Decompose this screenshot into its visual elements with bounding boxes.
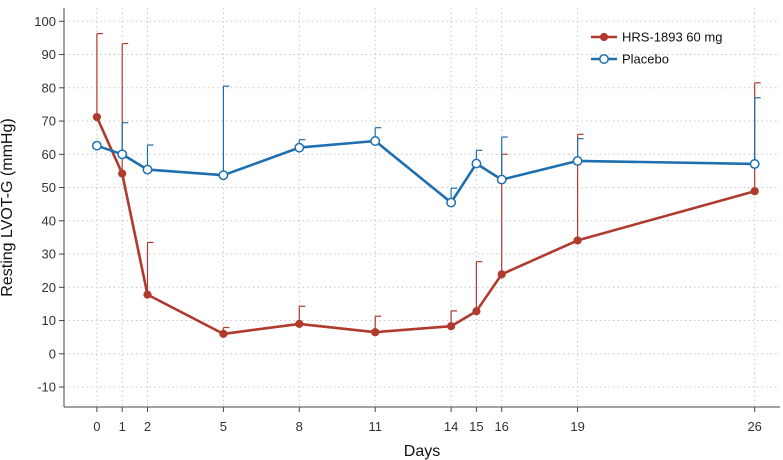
data-point-0	[295, 319, 304, 328]
data-point-1	[142, 164, 153, 175]
plot-axes	[59, 8, 780, 412]
x-tick-label: 26	[747, 419, 761, 434]
legend-marker-placebo	[599, 54, 609, 64]
data-point-0	[371, 328, 380, 337]
y-tick-label: 60	[42, 147, 56, 162]
error-bar-group	[121, 85, 761, 203]
y-tick-label: 10	[42, 313, 56, 328]
x-axis-title: Days	[404, 443, 440, 460]
data-point-0	[118, 169, 127, 178]
legend: HRS-1893 60 mg Placebo	[591, 30, 722, 67]
x-tick-label: 5	[220, 419, 227, 434]
y-tick-label: 70	[42, 114, 56, 129]
data-point-1	[370, 136, 381, 146]
legend-label-hrs: HRS-1893 60 mg	[622, 30, 722, 45]
y-tick-label: 50	[42, 180, 56, 195]
x-tick-label: 2	[144, 419, 151, 434]
data-point-1	[117, 149, 128, 160]
data-point-1	[91, 140, 102, 151]
data-point-0	[446, 322, 456, 331]
data-point-0	[750, 187, 759, 196]
x-tick-label: 0	[93, 419, 100, 434]
data-point-1	[294, 142, 305, 153]
data-point-1	[218, 170, 229, 181]
y-tick-label: 0	[49, 346, 56, 361]
data-point-0	[573, 236, 582, 245]
y-axis-title: Resting LVOT-G (mmHg)	[0, 118, 16, 296]
data-point-1	[572, 156, 583, 166]
data-point-0	[497, 270, 506, 279]
x-tick-label: 15	[469, 419, 483, 434]
data-point-0	[92, 112, 101, 122]
x-tick-label: 14	[444, 419, 458, 434]
series-line-1	[96, 139, 755, 204]
y-tick-label: 20	[42, 280, 56, 295]
series-line-0	[95, 116, 756, 336]
data-point-1	[471, 158, 482, 169]
data-point-0	[472, 307, 481, 316]
x-tick-label: 8	[296, 419, 303, 434]
y-tick-label: -10	[37, 380, 56, 395]
y-tick-label: 100	[34, 14, 56, 29]
x-tick-label: 19	[570, 419, 584, 434]
y-tick-label: 40	[42, 213, 56, 228]
data-point-0	[219, 329, 228, 338]
x-tick-label: 1	[119, 419, 126, 434]
data-point-1	[446, 197, 457, 208]
y-tick-labels: -10 0 10 20 30 40 50 60 70 80 90 100	[34, 14, 56, 395]
plot-series	[91, 33, 761, 338]
x-tick-label: 11	[368, 419, 382, 434]
y-tick-label: 80	[42, 80, 56, 95]
grid-lines	[64, 8, 780, 407]
legend-marker-hrs	[599, 32, 609, 42]
x-tick-labels: 0 1 2 5 8 11 14 15 16 19 26	[93, 419, 762, 434]
legend-label-placebo: Placebo	[622, 52, 669, 67]
data-point-1	[496, 174, 507, 185]
x-tick-label: 16	[494, 419, 508, 434]
data-point-0	[143, 290, 152, 299]
y-tick-label: 90	[42, 47, 56, 62]
data-point-1	[749, 158, 760, 169]
y-tick-label: 30	[42, 247, 56, 262]
